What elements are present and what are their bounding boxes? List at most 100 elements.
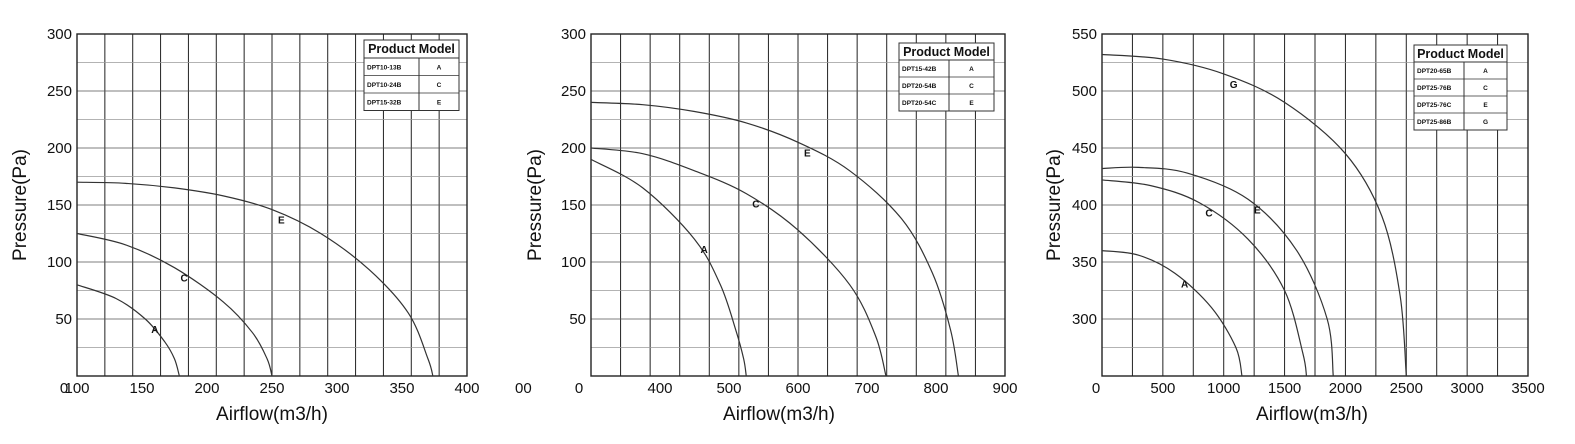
curve-e — [590, 101, 960, 377]
y-tick-label: 50 — [55, 311, 72, 328]
legend: Product Model DPT15-42B A DPT20-54B C DPT20-5… — [898, 42, 995, 112]
y-tick-label: 150 — [47, 197, 72, 214]
y-tick-label: 500 — [1072, 83, 1097, 100]
x-tick-label: 0 — [1092, 380, 1100, 397]
curve-label-c: C — [181, 274, 188, 285]
x-tick-label: 900 — [992, 380, 1017, 397]
x-tick-label: 100 — [64, 380, 89, 397]
curve-label-e: E — [804, 148, 811, 159]
curve-g — [1101, 53, 1407, 377]
y-tick-label: 450 — [1072, 140, 1097, 157]
legend-curve-code: E — [437, 99, 442, 106]
legend-curve-code: C — [437, 82, 442, 89]
legend-model: DPT25-86B — [1417, 119, 1452, 126]
curve-c — [1101, 179, 1308, 377]
x-tick-label: 1500 — [1268, 380, 1301, 397]
curve-e — [1101, 166, 1334, 377]
x-tick-label: 1000 — [515, 380, 532, 397]
legend: Product Model DPT10-13B A DPT10-24B C DPT15-3… — [363, 39, 460, 111]
x-tick-label: 350 — [389, 380, 414, 397]
x-tick-label: 0 — [60, 380, 68, 397]
x-tick-label: 3500 — [1511, 380, 1544, 397]
x-tick-label: 1000 — [1207, 380, 1240, 397]
x-tick-label: 800 — [923, 380, 948, 397]
legend-curve-code: E — [1483, 102, 1488, 109]
x-axis-title: Airflow(m3/h) — [216, 404, 328, 425]
y-tick-label: 100 — [561, 254, 586, 271]
legend-model: DPT10-24B — [367, 82, 402, 89]
legend-curve-code: C — [969, 83, 974, 90]
curve-e — [76, 181, 434, 377]
legend-model: DPT20-54C — [902, 100, 937, 107]
y-axis-title: Pressure(Pa) — [10, 149, 31, 261]
x-axis-title: Airflow(m3/h) — [1256, 404, 1368, 425]
legend-model: DPT25-76C — [1417, 102, 1452, 109]
legend-model: DPT15-32B — [367, 99, 402, 106]
curve-a — [76, 284, 180, 377]
x-tick-label: 700 — [854, 380, 879, 397]
legend-model: DPT15-42B — [902, 66, 937, 73]
legend-model: DPT10-13B — [367, 64, 402, 71]
x-tick-label: 300 — [324, 380, 349, 397]
curve-label-a: A — [1181, 279, 1188, 290]
legend-title: Product Model — [368, 42, 455, 56]
y-tick-label: 300 — [561, 26, 586, 43]
curve-label-a: A — [701, 245, 708, 256]
y-axis-title: Pressure(Pa) — [1044, 149, 1065, 261]
x-tick-label: 600 — [785, 380, 810, 397]
y-tick-label: 350 — [1072, 254, 1097, 271]
y-tick-label: 150 — [561, 197, 586, 214]
legend-box — [1413, 44, 1508, 131]
y-tick-label: 550 — [1072, 26, 1097, 43]
y-tick-label: 200 — [47, 140, 72, 157]
y-tick-label: 250 — [47, 83, 72, 100]
x-tick-label: 0 — [575, 380, 583, 397]
curve-c — [76, 232, 273, 377]
x-tick-label: 150 — [129, 380, 154, 397]
y-tick-label: 250 — [561, 83, 586, 100]
curve-label-a: A — [151, 325, 158, 336]
legend-model: DPT25-76B — [1417, 85, 1452, 92]
curve-a — [590, 158, 747, 377]
legend-title: Product Model — [1417, 47, 1504, 61]
legend-model: DPT20-65B — [1417, 68, 1452, 75]
x-tick-label: 500 — [1150, 380, 1175, 397]
legend-curve-code: G — [1483, 119, 1488, 126]
plot-frame — [1101, 33, 1529, 377]
plot-frame — [590, 33, 1006, 377]
legend-curve-code: E — [969, 100, 974, 107]
x-tick-label: 200 — [194, 380, 219, 397]
y-tick-label: 300 — [47, 26, 72, 43]
x-tick-label: 500 — [716, 380, 741, 397]
x-tick-label: 400 — [454, 380, 479, 397]
x-tick-label: 3000 — [1450, 380, 1483, 397]
legend-model: DPT20-54B — [902, 83, 937, 90]
curve-label-e: E — [1254, 205, 1261, 216]
legend-curve-code: C — [1483, 85, 1488, 92]
x-tick-label: 400 — [647, 380, 672, 397]
fan-curve-chart-2: 50 100 150 200 250 300 0 400 500 600 700 800 900 1000… — [515, 26, 1018, 425]
curve-c — [590, 147, 887, 377]
y-tick-label: 300 — [1072, 311, 1097, 328]
y-axis-title: Pressure(Pa) — [525, 149, 546, 261]
y-tick-label: 100 — [47, 254, 72, 271]
curve-a — [1101, 250, 1243, 377]
legend-title: Product Model — [903, 45, 990, 59]
x-tick-label: 2000 — [1329, 380, 1362, 397]
fan-curve-chart-3: 300 350 400 450 500 550 0 500 1000 1500 2000 2500 30… — [1044, 26, 1545, 425]
y-tick-label: 50 — [569, 311, 586, 328]
legend: Product Model DPT20-65B A DPT25-76B C DPT25-7… — [1413, 44, 1508, 131]
legend-curve-code: A — [1483, 68, 1488, 75]
curve-label-g: G — [1230, 80, 1238, 91]
y-tick-label: 200 — [561, 140, 586, 157]
x-tick-label: 250 — [259, 380, 284, 397]
y-tick-label: 400 — [1072, 197, 1097, 214]
curve-label-c: C — [752, 200, 759, 211]
legend-curve-code: A — [969, 66, 974, 73]
legend-curve-code: A — [437, 64, 442, 71]
x-axis-title: Airflow(m3/h) — [723, 404, 835, 425]
curve-label-e: E — [278, 216, 285, 227]
curve-label-c: C — [1205, 209, 1212, 220]
